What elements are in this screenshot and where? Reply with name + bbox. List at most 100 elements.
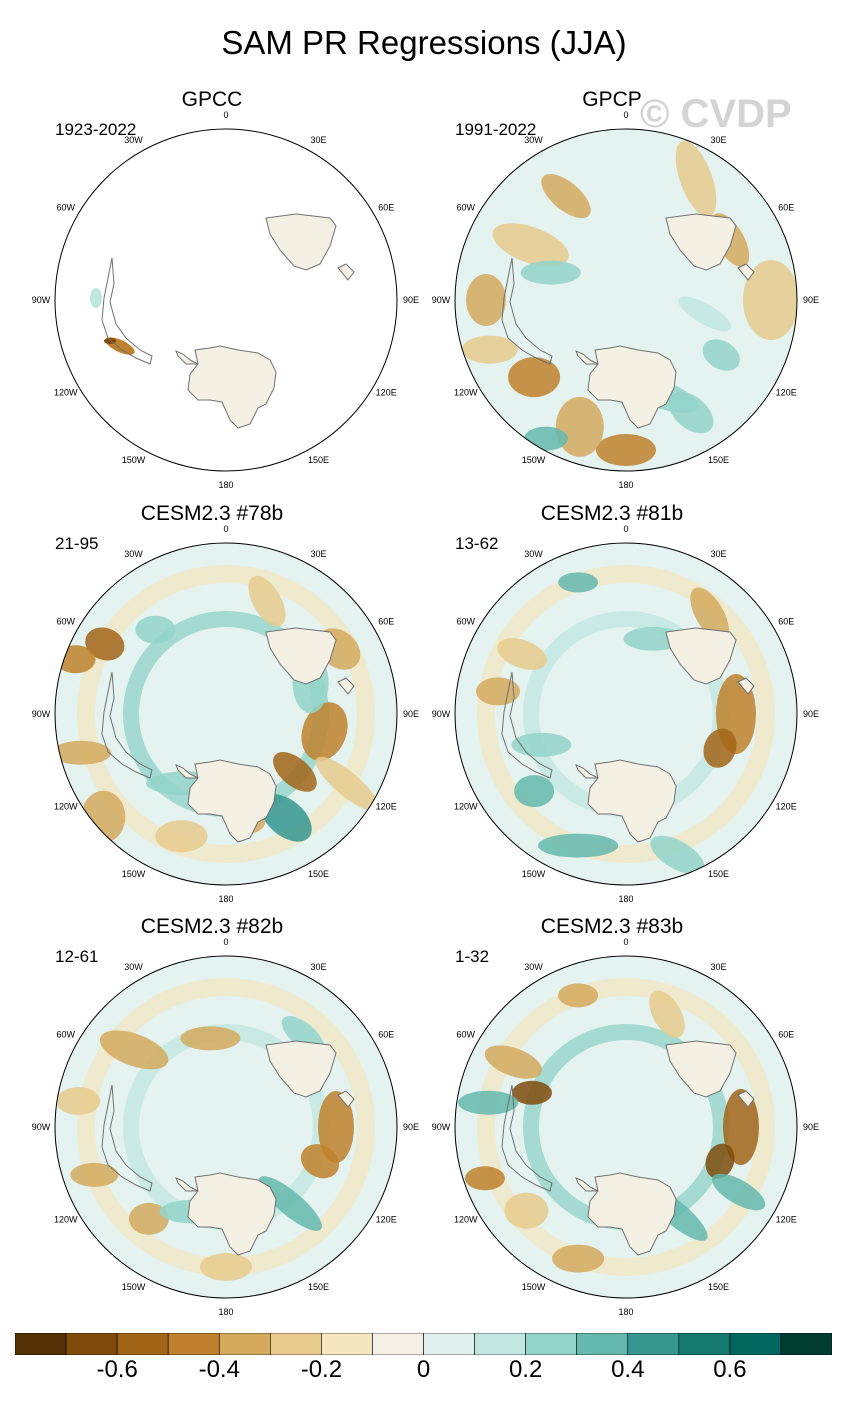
anomaly-patch <box>512 1080 552 1105</box>
antarctica-land <box>587 759 677 843</box>
longitude-label: 30W <box>524 962 543 972</box>
map-panel-4: 0 30E 60E 90E 120E 150E 180 150W 120W 90W 60W 30W CE… <box>400 502 824 912</box>
longitude-label: 0 <box>623 937 628 947</box>
panel-period: 13-62 <box>455 534 499 553</box>
polar-map: 0 30E 60E 90E 120E 150E 180 150W 120W 90W 60W 30W <box>432 937 819 1317</box>
map-panel-3: 0 30E 60E 90E 120E 150E 180 150W 120W 90W 60W 30W CE… <box>0 502 424 912</box>
anomaly-patch <box>258 1176 322 1231</box>
longitude-label: 120E <box>376 388 397 398</box>
longitude-label: 120E <box>376 802 397 812</box>
anomaly-patch <box>155 820 208 853</box>
longitude-label: 150E <box>708 455 729 465</box>
anomaly-patch <box>596 434 656 466</box>
africa-land <box>265 1040 337 1098</box>
longitude-label: 150W <box>122 455 146 465</box>
anomaly-patch <box>538 833 619 858</box>
anomaly-patch <box>301 702 348 761</box>
map-boundary <box>454 542 798 886</box>
longitude-label: 30W <box>524 135 543 145</box>
madagascar-land <box>737 677 755 695</box>
anomaly-patch <box>541 174 591 219</box>
south-america-land <box>101 671 153 779</box>
map-panel-6: 0 30E 60E 90E 120E 150E 180 150W 120W 90W 60W 30W CE… <box>400 915 824 1325</box>
figure-title: SAM PR Regressions (JJA) <box>221 24 627 61</box>
longitude-label: 180 <box>618 894 633 904</box>
longitude-label: 30W <box>524 549 543 559</box>
colorbar-tick-label: 0.6 <box>713 1356 747 1383</box>
anomaly-patch <box>300 1144 340 1179</box>
colorbar-swatch <box>729 1333 782 1355</box>
map-boundary <box>454 128 798 472</box>
africa-land <box>665 213 737 271</box>
anomaly-patch <box>85 627 125 661</box>
longitude-label: 180 <box>618 480 633 490</box>
longitude-label: 60E <box>378 617 394 627</box>
longitude-label: 150W <box>522 455 546 465</box>
colorbar-tick-label: -0.4 <box>198 1356 240 1383</box>
longitude-label: 150W <box>522 1282 546 1292</box>
longitude-label: 120E <box>776 1215 797 1225</box>
anomaly-patch <box>260 794 312 842</box>
polar-map: 0 30E 60E 90E 120E 150E 180 150W 120W 90W 60W 30W <box>32 110 419 490</box>
longitude-label: 60W <box>57 203 76 213</box>
anomaly-patch <box>461 335 518 364</box>
anomaly-patch <box>678 296 732 332</box>
anomaly-patch <box>690 587 729 642</box>
polar-map: 0 30E 60E 90E 120E 150E 180 150W 120W 90W 60W 30W <box>32 524 419 904</box>
longitude-label: 60E <box>378 203 394 213</box>
colorbar-swatch <box>678 1333 731 1355</box>
longitude-label: 120E <box>376 1215 397 1225</box>
longitude-label: 90W <box>432 709 451 719</box>
longitude-label: 60W <box>457 1030 476 1040</box>
anomaly-patch <box>273 752 317 792</box>
longitude-label: 30E <box>310 135 326 145</box>
anomaly-patch <box>128 1202 169 1235</box>
anomaly-ring <box>77 565 375 863</box>
colorbar <box>15 1333 832 1355</box>
anomaly-patch <box>723 1089 759 1165</box>
longitude-label: 120E <box>776 802 797 812</box>
longitude-label: 120W <box>54 802 78 812</box>
antarctic-peninsula <box>575 350 599 365</box>
anomaly-patch <box>180 1026 241 1051</box>
anomaly-patch <box>465 1166 505 1191</box>
colorbar-tick-label: 0.4 <box>611 1356 645 1383</box>
panel-period: 1991-2022 <box>455 120 537 139</box>
south-america-land <box>101 257 153 365</box>
colorbar-swatch <box>474 1333 526 1355</box>
longitude-label: 0 <box>223 524 228 534</box>
longitude-label: 90E <box>403 1122 419 1132</box>
longitude-label: 90W <box>432 1122 451 1132</box>
longitude-label: 120W <box>454 388 478 398</box>
panel-title: CESM2.3 #78b <box>140 502 284 525</box>
map-boundary <box>54 955 398 1299</box>
longitude-label: 30E <box>310 962 326 972</box>
longitude-label: 60W <box>457 617 476 627</box>
madagascar-land <box>737 263 755 281</box>
longitude-label: 150W <box>122 1282 146 1292</box>
map-boundary <box>54 542 398 886</box>
antarctic-peninsula <box>175 350 199 365</box>
longitude-label: 30W <box>124 962 143 972</box>
colorbar-swatch <box>321 1333 373 1355</box>
longitude-label: 90E <box>803 295 819 305</box>
longitude-label: 0 <box>623 524 628 534</box>
anomaly-patch <box>555 396 604 457</box>
longitude-label: 0 <box>623 110 628 120</box>
longitude-label: 90E <box>803 1122 819 1132</box>
colorbar-labels: -0.6 -0.4 -0.2 0 0.2 0.4 0.6 <box>0 1356 848 1390</box>
south-america-land <box>501 257 553 365</box>
longitude-label: 90E <box>403 709 419 719</box>
anomaly-patch <box>492 223 569 267</box>
anomaly-patch <box>497 638 547 670</box>
longitude-label: 150E <box>308 1282 329 1292</box>
longitude-label: 0 <box>223 937 228 947</box>
anomaly-patch <box>508 357 561 398</box>
colorbar-swatch <box>627 1333 680 1355</box>
anomaly-patch <box>70 1162 119 1187</box>
map-boundary <box>54 128 398 472</box>
anomaly-patch <box>55 740 112 765</box>
colorbar-swatch <box>65 1333 118 1355</box>
longitude-label: 60W <box>57 1030 76 1040</box>
panel-title: CESM2.3 #81b <box>540 502 684 525</box>
